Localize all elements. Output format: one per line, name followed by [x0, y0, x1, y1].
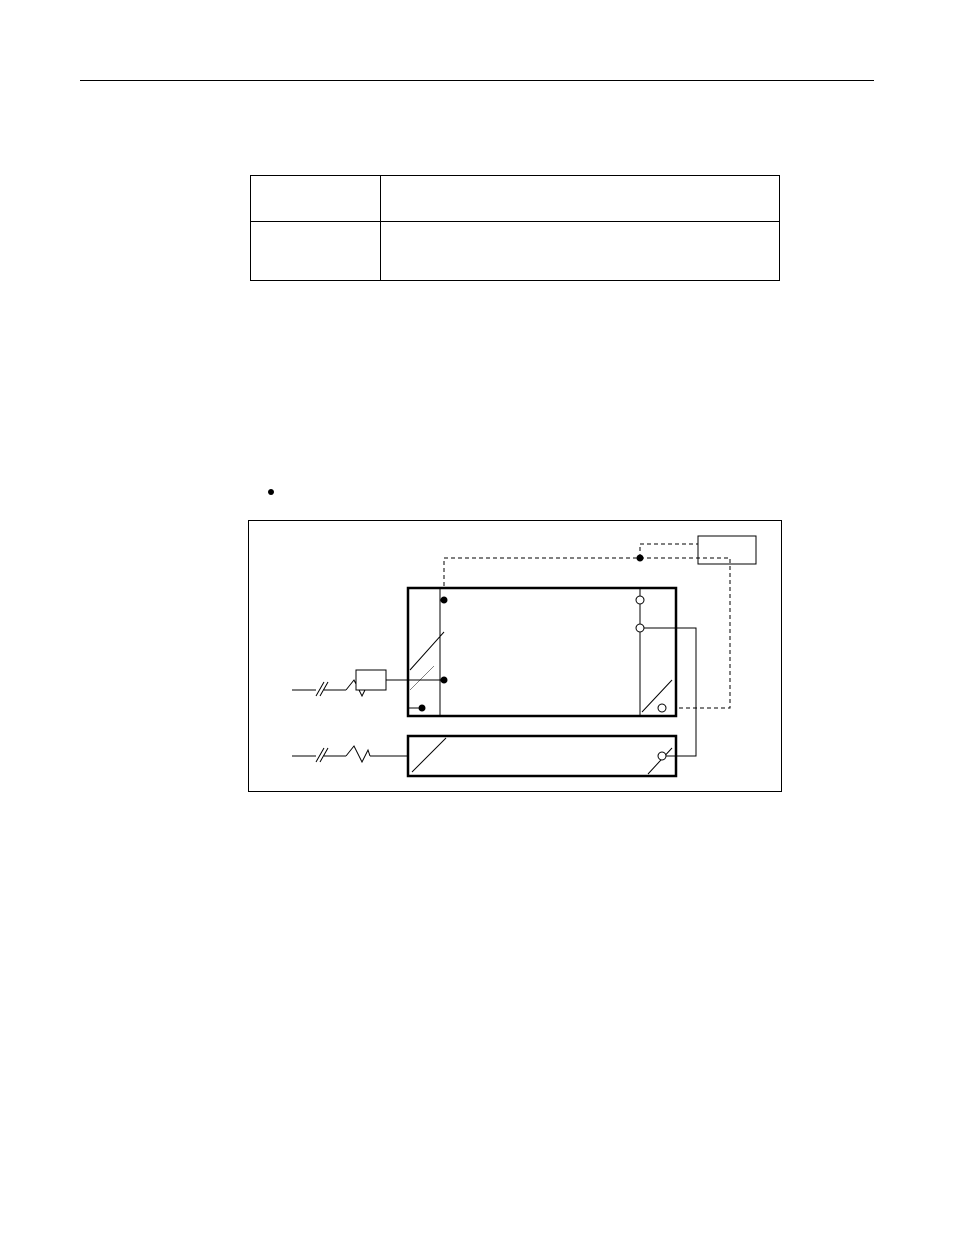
table-cell [381, 222, 779, 280]
table-cell [251, 176, 381, 221]
table-cell [381, 176, 779, 221]
bullet-icon [268, 489, 274, 495]
page-top-rule [80, 80, 874, 81]
table-row [251, 176, 779, 221]
spec-table [250, 175, 780, 281]
table-row [251, 221, 779, 280]
table-cell [251, 222, 381, 280]
wiring-diagram [248, 520, 782, 792]
